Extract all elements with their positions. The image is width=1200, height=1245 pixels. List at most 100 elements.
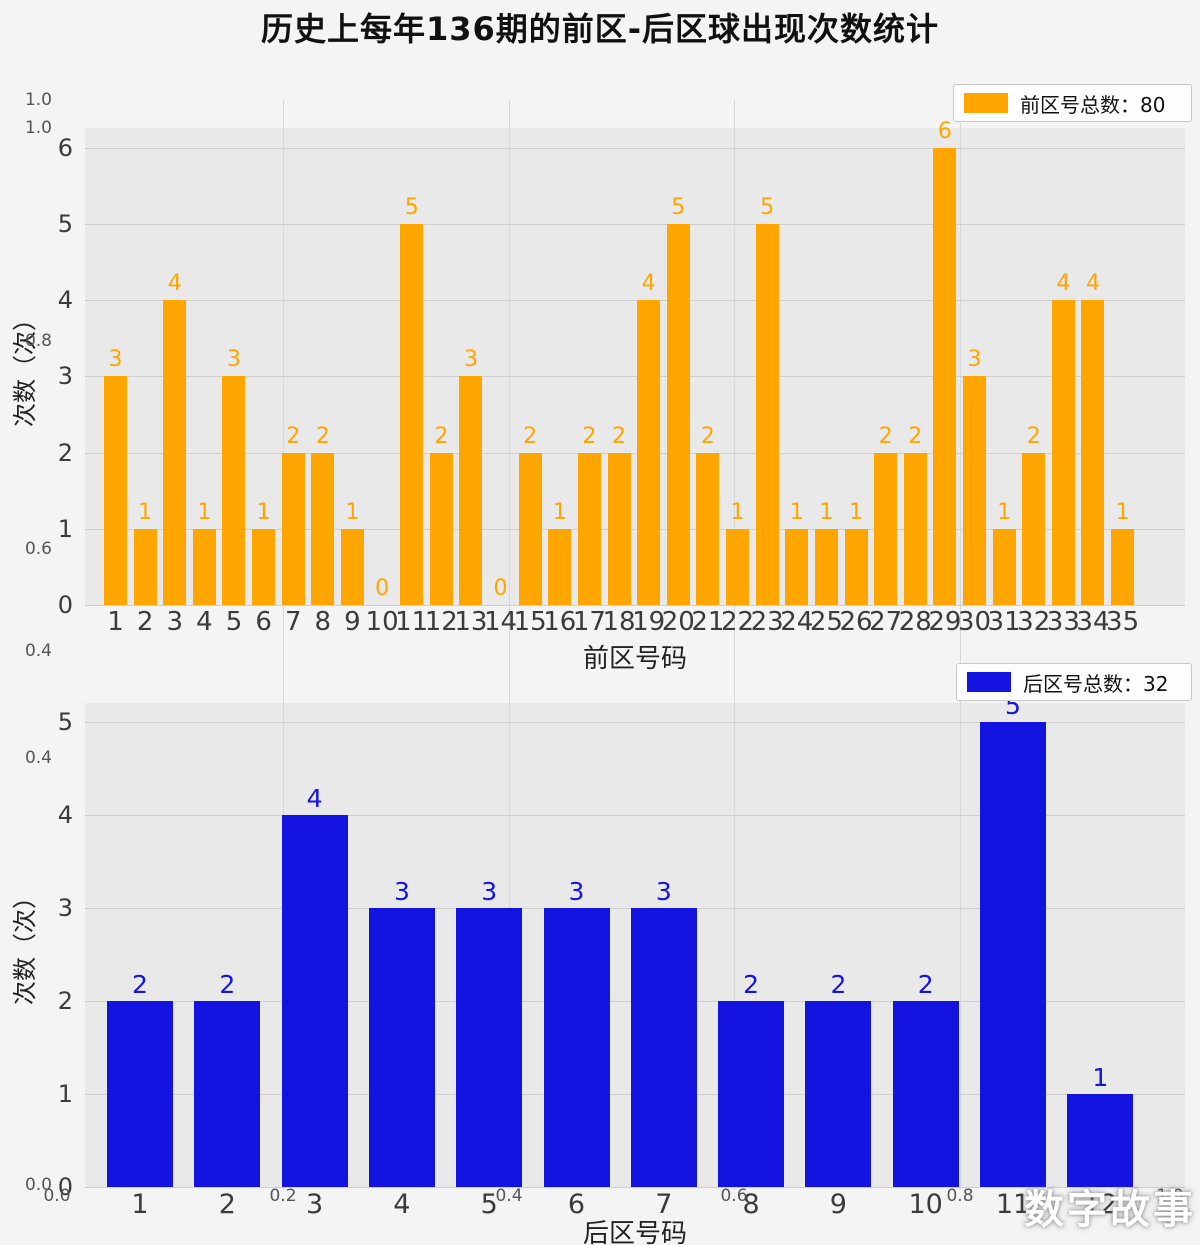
back-xtick-label: 11 — [995, 1189, 1031, 1220]
back-ytick-label: 0 — [57, 1173, 73, 1201]
front-bar-value-label: 2 — [434, 423, 449, 449]
front-bar — [104, 376, 127, 605]
back-xtick-label: 12 — [1083, 1189, 1118, 1220]
front-xtick-label: 4 — [196, 607, 213, 637]
front-bar-value-label: 4 — [167, 271, 182, 297]
front-gridline-h — [85, 300, 1185, 302]
back-bar-value-label: 3 — [568, 877, 585, 906]
front-bar — [726, 528, 750, 605]
front-ytick-label: 1 — [57, 514, 73, 543]
background-xtick-label: 0.2 — [269, 1186, 297, 1206]
front-legend: 前区号总数：80 — [953, 84, 1192, 122]
back-legend-label: 后区号总数：32 — [1023, 671, 1169, 696]
front-ytick-label: 6 — [57, 133, 73, 162]
front-bar — [340, 528, 364, 605]
back-bar — [456, 908, 523, 1187]
front-xtick-label: 7 — [284, 607, 302, 637]
front-xtick-label: 8 — [314, 607, 332, 637]
front-bar — [518, 452, 542, 605]
front-bar-value-label: 1 — [997, 499, 1012, 525]
background-ytick-label: 1.0 — [24, 90, 52, 110]
back-bar — [980, 722, 1046, 1187]
front-bar — [607, 452, 631, 605]
back-ytick-label: 5 — [57, 708, 73, 736]
back-bar — [630, 908, 697, 1187]
back-bar-value-label: 2 — [830, 970, 847, 999]
front-bar — [962, 376, 986, 605]
front-bar-value-label: 1 — [1115, 499, 1130, 525]
front-bar — [755, 224, 779, 605]
front-bar-value-label: 5 — [760, 195, 775, 221]
front-xtick-label: 3 — [166, 607, 183, 637]
back-bar-value-label: 3 — [481, 877, 498, 906]
front-bar — [696, 452, 720, 605]
watermark: 数字故事 — [1024, 1187, 1196, 1233]
front-xtick-label: 21 — [691, 607, 725, 637]
front-bar-value-label: 4 — [1085, 271, 1100, 297]
back-yaxis-title: 次数（次） — [11, 885, 39, 1005]
front-bar-value-label: 4 — [1056, 271, 1071, 297]
front-bar-value-label: 5 — [404, 195, 419, 221]
back-xtick-label: 2 — [218, 1189, 236, 1220]
front-bar — [163, 300, 187, 605]
front-xtick-label: 35 — [1106, 607, 1140, 637]
back-xtick-label: 6 — [567, 1189, 586, 1220]
back-bar — [892, 1001, 959, 1187]
front-bar — [1051, 300, 1075, 605]
front-bar-value-label: 2 — [878, 423, 893, 449]
front-xtick-label: 33 — [1046, 607, 1080, 637]
front-bar — [281, 452, 305, 605]
front-xtick-label: 18 — [602, 607, 636, 637]
front-xtick-label: 26 — [839, 607, 873, 637]
back-ytick-label: 1 — [57, 1080, 73, 1108]
front-xtick-label: 14 — [484, 607, 518, 637]
front-xtick-label: 22 — [720, 607, 755, 637]
front-bar-value-label: 1 — [138, 499, 153, 525]
back-xtick-label: 1 — [131, 1189, 149, 1220]
front-bar — [429, 452, 453, 605]
page-title: 历史上每年136期的前区-后区球出现次数统计 — [260, 10, 940, 48]
front-yaxis-title: 次数（次） — [11, 306, 39, 427]
front-bar — [577, 452, 601, 605]
background-ytick-label: 0.4 — [24, 641, 52, 661]
front-xtick-label: 19 — [632, 607, 666, 637]
back-bar — [194, 1001, 261, 1187]
back-bar-value-label: 2 — [743, 970, 760, 999]
front-bar — [814, 528, 838, 605]
front-xtick-label: 15 — [513, 607, 547, 637]
back-gridline-h — [85, 722, 1185, 723]
front-bar-value-label: 3 — [463, 347, 478, 373]
front-bar-value-label: 2 — [908, 423, 923, 449]
background-xtick-label: 0.0 — [43, 1186, 71, 1206]
front-bar — [666, 224, 690, 605]
back-xtick-label: 5 — [480, 1189, 498, 1220]
back-ytick-label: 3 — [57, 894, 73, 922]
back-bar-value-label: 2 — [219, 970, 236, 999]
background-xtick-label: 0.4 — [495, 1186, 523, 1206]
back-legend: 后区号总数：32 — [956, 663, 1192, 701]
front-bar-value-label: 3 — [108, 347, 123, 373]
back-gridline-h — [85, 815, 1185, 816]
front-xtick-label: 5 — [225, 607, 243, 637]
back-bar — [281, 815, 348, 1187]
back-bar — [718, 1001, 785, 1187]
front-xtick-label: 9 — [344, 607, 361, 637]
front-bar — [222, 376, 246, 605]
background-ytick-label: 0.6 — [24, 539, 52, 559]
back-ytick-label: 4 — [57, 801, 73, 829]
background-gridline-v — [509, 100, 510, 1190]
front-bar — [133, 528, 157, 605]
front-bar — [874, 452, 898, 605]
front-bar-value-label: 1 — [730, 499, 745, 525]
front-gridline-h — [85, 376, 1185, 378]
front-bar-value-label: 1 — [552, 499, 567, 525]
front-gridline-h — [85, 528, 1185, 530]
front-xtick-label: 32 — [1017, 607, 1051, 637]
front-xtick-label: 2 — [136, 607, 154, 637]
front-bar — [548, 528, 572, 605]
front-xtick-label: 29 — [928, 607, 962, 637]
front-ytick-label: 3 — [57, 362, 73, 391]
background-ytick-label: 0.0 — [24, 1175, 52, 1195]
background-ytick-label: 1.0 — [24, 118, 52, 138]
front-bar — [311, 452, 335, 605]
